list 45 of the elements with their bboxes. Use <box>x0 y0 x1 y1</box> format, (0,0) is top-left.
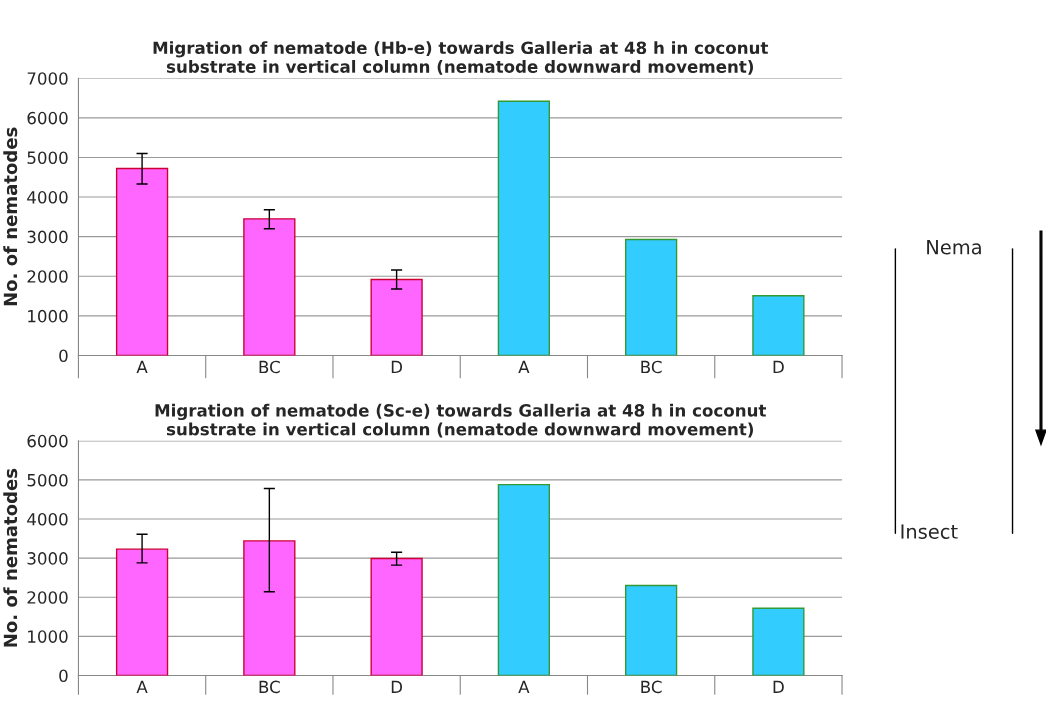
text: Insect <box>901 524 958 539</box>
x-tick-label: D <box>773 360 784 374</box>
bar <box>243 218 296 356</box>
y-tick-label: 0 <box>59 349 68 363</box>
x-tick-label: D <box>391 680 403 693</box>
y-tick-label: 3000 <box>27 552 68 565</box>
bar <box>497 483 551 676</box>
x-tick-label: D <box>773 680 784 693</box>
x-tick-label: BC <box>641 360 662 374</box>
bar <box>115 548 169 676</box>
y-tick-label: 4000 <box>27 512 68 526</box>
y-tick-label: 7000 <box>27 72 68 85</box>
x-tick-label: A <box>518 680 530 693</box>
y-tick-label: 5000 <box>27 151 68 164</box>
x-tick-label: BC <box>259 680 280 694</box>
y-tick-label: 0 <box>59 669 68 683</box>
bar <box>115 167 169 356</box>
y-tick-label: 5000 <box>27 473 68 487</box>
bar <box>370 557 423 676</box>
bar <box>243 540 296 676</box>
x-tick-label: D <box>391 360 403 374</box>
bar <box>624 584 678 676</box>
bar <box>752 294 805 356</box>
bar <box>370 278 423 356</box>
x-tick-label: BC <box>259 360 280 374</box>
text: Nema <box>927 240 981 255</box>
y-tick-label: 4000 <box>27 191 68 204</box>
x-tick-label: A <box>518 360 530 374</box>
y-tick-label: 6000 <box>27 434 68 448</box>
y-tick-label: 1000 <box>28 309 68 323</box>
y-axis-title: No. of nematodes <box>3 127 18 306</box>
y-axis-title: No. of nematodes <box>3 468 18 647</box>
y-tick-label: 1000 <box>28 630 68 643</box>
y-tick-label: 3000 <box>27 230 68 244</box>
y-tick-label: 2000 <box>27 270 68 283</box>
x-tick-label: A <box>136 680 148 693</box>
chart-title: Migration of nematode (Sc-e) towards Galleria at 48 h in coconut substrate in vertical column (nematode downward movement) <box>155 403 767 438</box>
bar <box>752 607 805 676</box>
x-tick-label: A <box>136 360 148 374</box>
x-tick-label: BC <box>641 680 662 694</box>
y-tick-label: 2000 <box>27 591 68 604</box>
y-tick-label: 6000 <box>27 111 68 125</box>
bar <box>497 100 551 356</box>
bar <box>624 238 678 356</box>
chart-title: Migration of nematode (Hb-e) towards Galleria at 48 h in coconut substrate in vertical column (nematode downward movement) <box>153 41 769 75</box>
